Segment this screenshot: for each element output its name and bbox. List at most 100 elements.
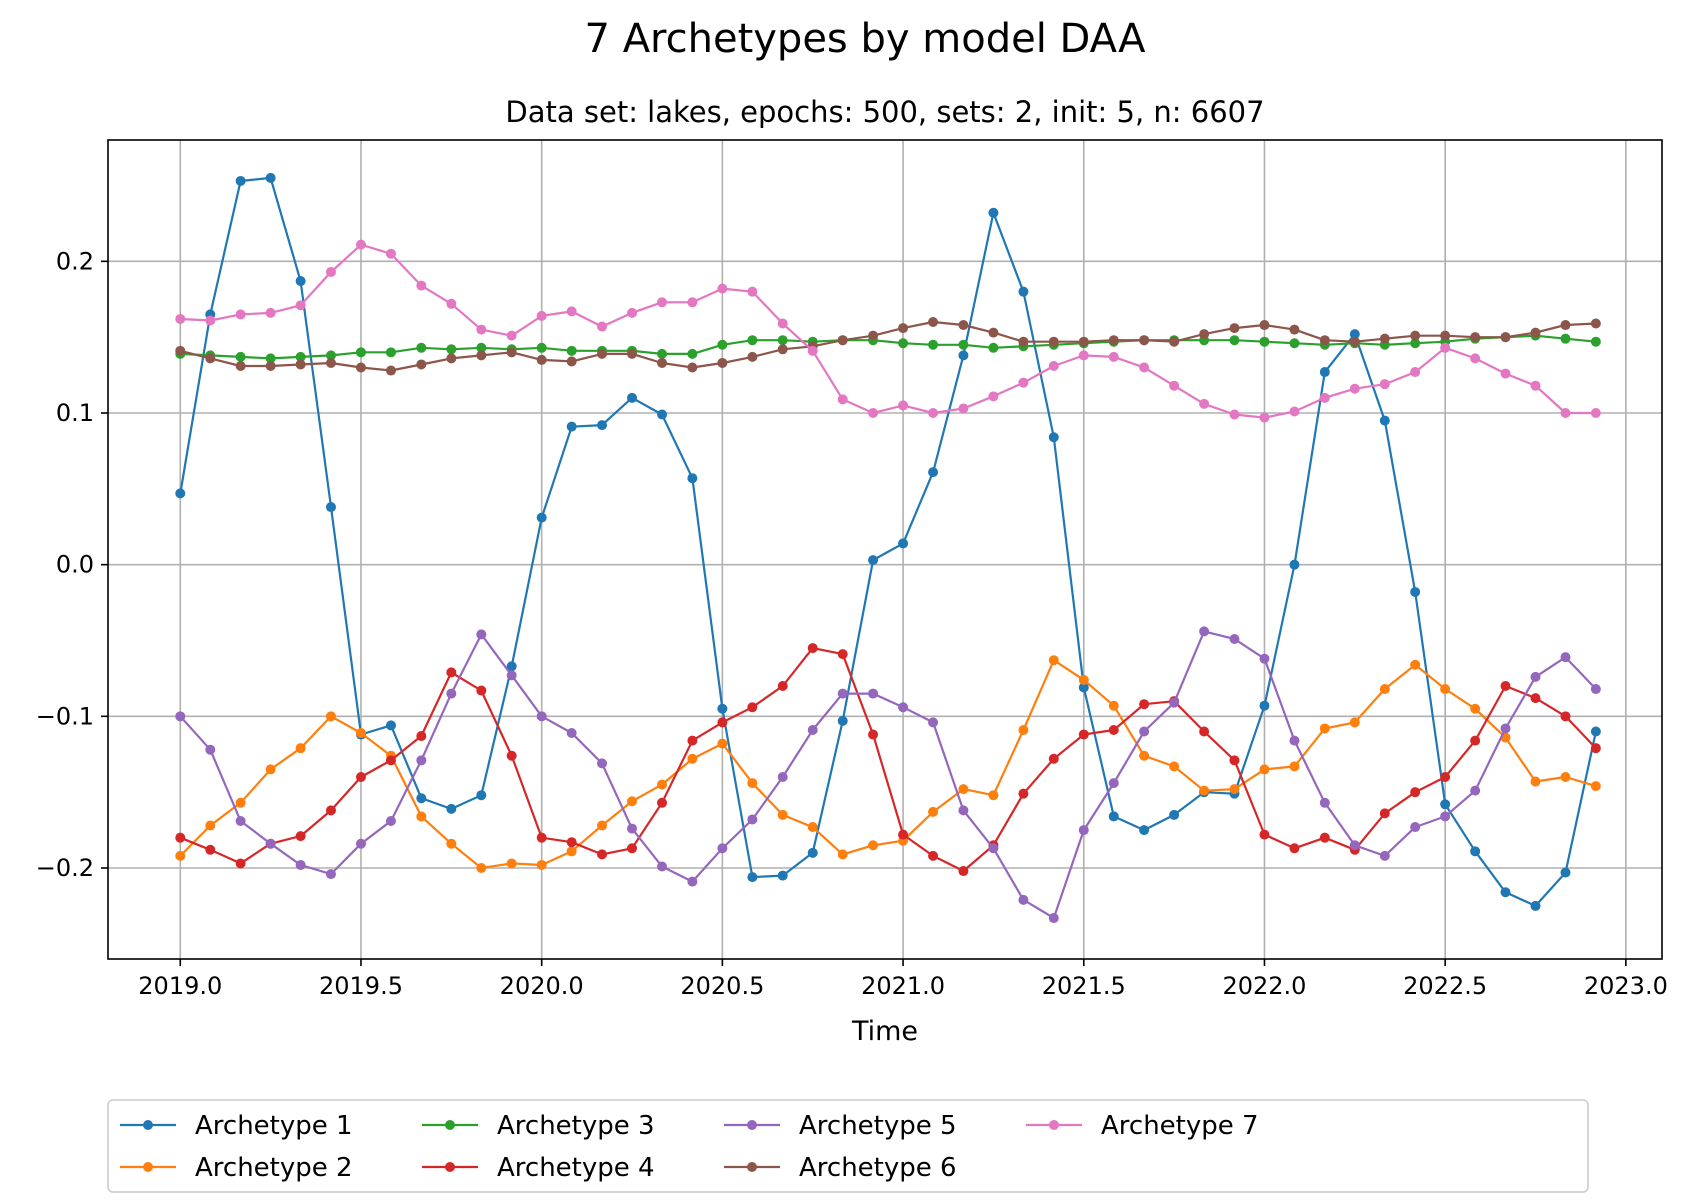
- data-point: [1560, 867, 1571, 878]
- data-point: [1108, 811, 1119, 822]
- data-point: [717, 283, 728, 294]
- data-point: [1530, 776, 1541, 787]
- data-point: [1018, 894, 1029, 905]
- data-point: [988, 391, 999, 402]
- data-point: [898, 702, 909, 713]
- data-point: [1018, 724, 1029, 735]
- data-point: [566, 306, 577, 317]
- data-point: [1199, 785, 1210, 796]
- data-point: [1319, 797, 1330, 808]
- series-archetype-7: [175, 239, 1601, 423]
- data-point: [1199, 398, 1210, 409]
- data-point: [235, 360, 246, 371]
- data-point: [476, 790, 487, 801]
- data-point: [416, 731, 427, 742]
- data-point: [717, 843, 728, 854]
- data-point: [1530, 693, 1541, 704]
- data-point: [1078, 729, 1089, 740]
- data-point: [868, 840, 879, 851]
- data-point: [1410, 586, 1421, 597]
- data-point: [175, 313, 186, 324]
- series-line: [179, 659, 1597, 870]
- data-point: [1289, 735, 1300, 746]
- data-point: [295, 859, 306, 870]
- data-point: [627, 796, 638, 807]
- data-point: [597, 321, 608, 332]
- data-point: [958, 784, 969, 795]
- data-point: [536, 512, 547, 523]
- data-point: [717, 738, 728, 749]
- data-point: [265, 172, 276, 183]
- data-point: [1169, 809, 1180, 820]
- data-point: [355, 239, 366, 250]
- data-point: [325, 869, 336, 880]
- data-point: [1139, 726, 1150, 737]
- data-point: [1259, 653, 1270, 664]
- data-point: [627, 823, 638, 834]
- x-tick-label: 2020.5: [680, 972, 764, 1000]
- data-point: [1500, 681, 1511, 691]
- data-point: [1229, 409, 1240, 420]
- data-point: [1229, 784, 1240, 795]
- data-point: [928, 850, 939, 861]
- data-point: [1560, 772, 1571, 782]
- data-point: [205, 353, 216, 364]
- data-point: [597, 820, 608, 831]
- data-point: [1259, 412, 1270, 423]
- data-point: [536, 354, 547, 365]
- data-point: [355, 772, 366, 782]
- data-point: [898, 323, 909, 334]
- data-point: [506, 330, 517, 341]
- data-point: [988, 207, 999, 218]
- data-point: [446, 298, 457, 309]
- data-point: [747, 872, 758, 883]
- data-point: [385, 347, 396, 358]
- data-point: [566, 421, 577, 432]
- data-point: [385, 815, 396, 826]
- data-point: [1018, 336, 1029, 347]
- data-point: [325, 266, 336, 277]
- data-point: [687, 297, 698, 308]
- data-point: [868, 688, 879, 699]
- axis-ticks: 2019.0 2019.5 2020.0 2020.5 2021.0 2021.5 2022…: [36, 247, 1668, 1000]
- data-point: [807, 345, 818, 356]
- data-point: [1410, 822, 1421, 833]
- legend-marker: [747, 1120, 757, 1130]
- data-point: [355, 362, 366, 373]
- data-point: [777, 681, 788, 691]
- x-tick-label: 2020.0: [500, 972, 584, 1000]
- series-archetype-6: [175, 317, 1601, 376]
- series-line: [179, 646, 1597, 873]
- data-point: [325, 357, 336, 368]
- data-point: [1108, 778, 1119, 789]
- data-point: [476, 350, 487, 361]
- data-point: [1470, 703, 1481, 714]
- data-point: [235, 351, 246, 362]
- data-point: [536, 310, 547, 321]
- data-point: [627, 392, 638, 403]
- data-point: [958, 350, 969, 361]
- data-point: [446, 803, 457, 814]
- data-point: [265, 360, 276, 371]
- data-point: [566, 728, 577, 739]
- data-point: [1440, 811, 1451, 822]
- data-point: [1139, 825, 1150, 836]
- data-point: [1289, 559, 1300, 570]
- data-point: [235, 797, 246, 808]
- data-point: [1560, 652, 1571, 663]
- x-tick-label: 2019.5: [319, 972, 403, 1000]
- data-point: [928, 317, 939, 327]
- data-point: [1048, 655, 1059, 666]
- data-point: [1590, 408, 1601, 418]
- data-point: [175, 488, 186, 499]
- data-point: [1108, 724, 1119, 735]
- data-point: [1590, 781, 1601, 792]
- legend-label: Archetype 2: [195, 1153, 353, 1183]
- data-point: [1349, 840, 1360, 851]
- data-point: [747, 351, 758, 362]
- data-point: [687, 473, 698, 484]
- data-point: [1139, 335, 1150, 346]
- data-point: [1349, 336, 1360, 347]
- data-point: [1078, 350, 1089, 361]
- x-tick-label: 2023.0: [1584, 972, 1668, 1000]
